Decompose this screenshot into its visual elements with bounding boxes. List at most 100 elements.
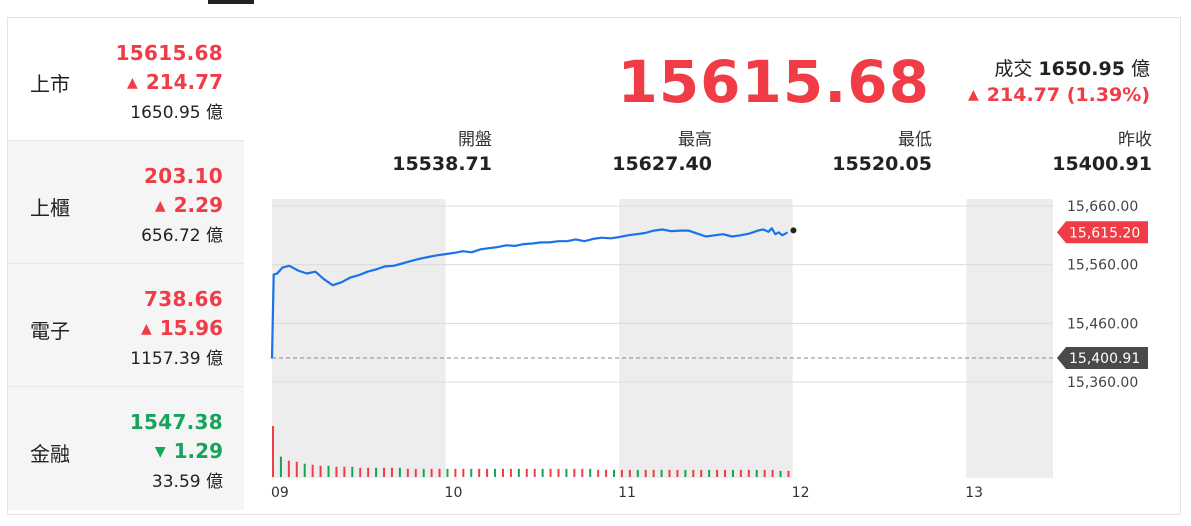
triangle-up-icon: ▲ — [968, 87, 979, 103]
prev-close-tag — [1057, 346, 1148, 369]
sidebar-item-volume: 656.72 億 — [141, 226, 223, 246]
volume-bar — [470, 468, 473, 477]
volume-bar — [486, 468, 489, 477]
volume-bar — [295, 461, 298, 477]
volume-bar — [438, 468, 441, 477]
sidebar-item-change: ▼ 1.29 — [155, 439, 223, 463]
x-tick-label: 13 — [965, 485, 983, 501]
high-label: 最高 — [678, 130, 712, 150]
volume-bar — [660, 469, 663, 477]
volume-bar — [700, 469, 703, 477]
volume-bar — [414, 468, 417, 477]
sidebar-item-finance[interactable]: 金融 1547.38 ▼ 1.29 33.59 億 — [8, 387, 244, 510]
open-value: 15538.71 — [392, 153, 492, 175]
sidebar-item-value: 15615.68 — [115, 41, 223, 65]
turnover-label: 成交 — [994, 58, 1033, 80]
volume-bar — [501, 468, 504, 477]
top-tab-indicator — [208, 0, 254, 4]
volume-bar — [359, 467, 362, 477]
triangle-up-icon: ▲ — [140, 321, 152, 337]
volume-bar — [565, 468, 568, 477]
volume-bar — [731, 469, 734, 477]
volume-bar — [351, 466, 354, 477]
session-band — [966, 199, 1053, 478]
triangle-down-icon: ▼ — [154, 444, 166, 460]
turnover-unit: 億 — [1130, 58, 1150, 80]
sidebar-item-change: ▲ 15.96 — [141, 316, 223, 340]
volume-bar — [287, 460, 290, 477]
prev-close-tag-label: 15,400.91 — [1069, 351, 1140, 367]
index-value: 15615.68 — [617, 48, 930, 116]
volume-bar — [367, 467, 370, 477]
volume-bar — [446, 468, 449, 477]
x-tick-label: 09 — [271, 485, 289, 501]
volume-bar — [533, 468, 536, 477]
sidebar-item-value: 203.10 — [144, 164, 223, 188]
x-tick-label: 12 — [792, 485, 810, 501]
volume-bar — [422, 468, 425, 477]
volume-bar — [716, 469, 719, 477]
volume-bar — [430, 468, 433, 477]
volume-bar — [279, 456, 282, 477]
prev-close-value: 15400.91 — [1052, 153, 1152, 175]
sidebar-item-electronics[interactable]: 電子 738.66 ▲ 15.96 1157.39 億 — [8, 264, 244, 387]
volume-bar — [747, 469, 750, 477]
session-band — [272, 199, 446, 478]
volume-bar — [724, 469, 727, 477]
volume-bar — [272, 426, 274, 477]
x-tick-label: 11 — [618, 485, 636, 501]
sidebar-item-label: 上市 — [30, 72, 70, 96]
low-label: 最低 — [898, 130, 932, 150]
session-band — [619, 199, 793, 478]
index-change: ▲ 214.77 (1.39%) — [968, 84, 1150, 106]
volume-bar — [620, 469, 623, 477]
volume-bar — [573, 468, 576, 477]
y-tick-label: 15,560.00 — [1067, 258, 1138, 274]
volume-bar — [478, 468, 481, 477]
volume-bar — [319, 465, 322, 477]
low-value: 15520.05 — [832, 153, 932, 175]
sidebar-item-volume: 1650.95 億 — [130, 103, 223, 123]
sidebar-item-volume: 33.59 億 — [151, 472, 223, 492]
volume-bar — [636, 469, 639, 477]
volume-bar — [597, 469, 600, 477]
volume-bar — [676, 469, 679, 477]
intraday-chart: 15,660.00 15,560.00 15,460.00 15,360.00 09 10… — [270, 199, 1148, 501]
sidebar-item-value: 1547.38 — [129, 410, 223, 434]
sidebar-item-label: 電子 — [30, 319, 70, 343]
sidebar-item-listed[interactable]: 上市 15615.68 ▲ 214.77 1650.95 億 — [8, 18, 244, 141]
volume-bar — [406, 468, 409, 477]
volume-bar — [549, 468, 552, 477]
volume-bar — [390, 467, 393, 477]
volume-bar — [303, 463, 306, 477]
volume-bar — [763, 469, 766, 477]
volume-bar — [494, 468, 497, 477]
market-panel: 上市 15615.68 ▲ 214.77 1650.95 億 上櫃 203.10 … — [7, 17, 1181, 515]
sidebar-item-change-value: 1.29 — [173, 439, 223, 463]
sidebar-item-otc[interactable]: 上櫃 203.10 ▲ 2.29 656.72 億 — [8, 141, 244, 264]
volume-bar — [668, 469, 671, 477]
volume-bar — [398, 467, 401, 477]
volume-bar — [708, 469, 711, 477]
volume-bar — [684, 469, 687, 477]
volume-bar — [517, 468, 520, 477]
sidebar-item-change-value: 15.96 — [159, 316, 223, 340]
index-sidebar: 上市 15615.68 ▲ 214.77 1650.95 億 上櫃 203.10 … — [8, 18, 244, 514]
volume-bar — [375, 467, 378, 477]
volume-bar — [311, 464, 314, 477]
volume-bar — [525, 468, 528, 477]
volume-bar — [509, 468, 512, 477]
volume-bar — [327, 465, 330, 477]
volume-bar — [581, 468, 584, 477]
sidebar-item-label: 上櫃 — [30, 196, 70, 220]
volume-bar — [628, 469, 631, 477]
index-change-value: 214.77 (1.39%) — [986, 84, 1150, 106]
price-line — [270, 227, 789, 359]
volume-bar — [383, 467, 386, 477]
volume-bar — [739, 469, 742, 477]
sidebar-item-change: ▲ 214.77 — [127, 70, 223, 94]
y-tick-label: 15,460.00 — [1067, 316, 1138, 332]
turnover: 成交 1650.95 億 — [994, 54, 1150, 81]
last-point-marker — [790, 227, 797, 234]
sidebar-item-value: 738.66 — [144, 287, 223, 311]
